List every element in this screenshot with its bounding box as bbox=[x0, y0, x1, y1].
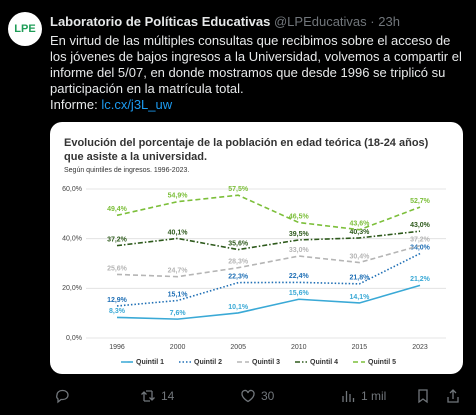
data-label: 30,4% bbox=[349, 253, 370, 260]
share-button[interactable] bbox=[445, 388, 461, 404]
data-label: 37,2% bbox=[107, 236, 128, 243]
series-line bbox=[116, 252, 421, 307]
legend-label: Quintil 5 bbox=[368, 359, 396, 366]
link-line: Informe: lc.cx/j3L_uw bbox=[50, 97, 468, 113]
views-icon bbox=[342, 391, 355, 402]
tweet-text: En virtud de las múltiples consultas que… bbox=[50, 33, 462, 96]
actions: 14 30 1 mil bbox=[50, 388, 470, 408]
x-tick-label: 2015 bbox=[352, 344, 368, 351]
separator: · bbox=[370, 14, 375, 29]
y-tick-label: 0,0% bbox=[66, 335, 82, 342]
data-label: 40,3% bbox=[349, 229, 370, 236]
chart-image[interactable]: 0,0% 20,0% 40,0% 60,0% 1996 2000 2005 2010 2015 2… bbox=[50, 122, 463, 374]
data-label: 43,6% bbox=[349, 221, 370, 228]
data-label: 34,0% bbox=[410, 244, 431, 251]
chart: 0,0% 20,0% 40,0% 60,0% 1996 2000 2005 2010 2015 2… bbox=[62, 186, 446, 366]
bookmark-icon bbox=[418, 389, 428, 404]
share-icon bbox=[447, 389, 459, 403]
like-button[interactable]: 30 bbox=[240, 388, 274, 404]
data-label: 14,1% bbox=[349, 294, 370, 301]
avatar[interactable]: LPE bbox=[8, 12, 42, 46]
x-tick-label: 2000 bbox=[170, 344, 186, 351]
data-label: 39,5% bbox=[289, 231, 310, 238]
chart-title: Evolución del porcentaje de la población… bbox=[64, 137, 429, 163]
data-label: 33,0% bbox=[289, 247, 310, 254]
chart-subtitle: Según quintiles de ingresos. 1996-2023. bbox=[64, 167, 190, 174]
data-label: 54,9% bbox=[168, 193, 189, 200]
data-label: 25,6% bbox=[107, 265, 128, 272]
data-label: 40,1% bbox=[168, 229, 189, 236]
data-label: 21,8% bbox=[349, 275, 370, 282]
data-label: 37,2% bbox=[410, 236, 431, 243]
series-line bbox=[116, 244, 421, 278]
legend-label: Quintil 1 bbox=[136, 359, 164, 366]
data-label: 35,6% bbox=[228, 240, 249, 247]
author-name[interactable]: Laboratorio de Políticas Educativas bbox=[50, 14, 271, 29]
data-label: 21,2% bbox=[410, 276, 431, 283]
reply-icon bbox=[56, 389, 69, 404]
views-button[interactable]: 1 mil bbox=[340, 388, 386, 404]
y-tick-label: 20,0% bbox=[62, 285, 82, 292]
series-line bbox=[116, 230, 421, 251]
legend-label: Quintil 3 bbox=[252, 359, 280, 366]
y-tick-label: 60,0% bbox=[62, 186, 82, 193]
legend-label: Quintil 4 bbox=[310, 359, 338, 366]
x-tick-label: 2005 bbox=[230, 344, 246, 351]
data-label: 7,6% bbox=[170, 310, 187, 317]
data-label: 28,3% bbox=[228, 259, 249, 266]
tweet-header: Laboratorio de Políticas Educativas @LPE… bbox=[50, 14, 400, 29]
series-line bbox=[116, 284, 421, 320]
series-line bbox=[116, 194, 421, 231]
reply-button[interactable] bbox=[54, 388, 70, 404]
data-label: 52,7% bbox=[410, 198, 431, 205]
x-tick-label: 2010 bbox=[291, 344, 307, 351]
data-label: 15,6% bbox=[289, 290, 310, 297]
x-tick-label: 1996 bbox=[109, 344, 125, 351]
data-label: 49,4% bbox=[107, 206, 128, 213]
handle[interactable]: @LPEducativas bbox=[273, 14, 367, 29]
retweet-count: 14 bbox=[161, 389, 175, 403]
tweet-body: En virtud de las múltiples consultas que… bbox=[50, 33, 468, 113]
data-label: 22,4% bbox=[289, 273, 310, 280]
data-label: 57,5% bbox=[228, 186, 249, 193]
data-label: 43,0% bbox=[410, 222, 431, 229]
legend-label: Quintil 2 bbox=[194, 359, 222, 366]
data-label: 10,1% bbox=[228, 304, 249, 311]
data-label: 22,3% bbox=[228, 273, 249, 280]
y-tick-label: 40,0% bbox=[62, 236, 82, 243]
retweet-button[interactable]: 14 bbox=[140, 388, 174, 404]
link[interactable]: lc.cx/j3L_uw bbox=[101, 97, 173, 112]
timestamp[interactable]: 23h bbox=[378, 14, 400, 29]
like-icon bbox=[241, 389, 255, 403]
link-label: Informe: bbox=[50, 97, 98, 112]
data-label: 12,9% bbox=[107, 297, 128, 304]
views-count: 1 mil bbox=[361, 389, 387, 403]
like-count: 30 bbox=[261, 389, 275, 403]
data-label: 8,3% bbox=[109, 308, 126, 315]
data-label: 24,7% bbox=[168, 268, 189, 275]
bookmark-button[interactable] bbox=[415, 388, 431, 404]
x-tick-label: 2023 bbox=[412, 344, 428, 351]
data-label: 15,1% bbox=[168, 291, 189, 298]
retweet-icon bbox=[141, 390, 155, 402]
data-label: 46,5% bbox=[289, 213, 310, 220]
